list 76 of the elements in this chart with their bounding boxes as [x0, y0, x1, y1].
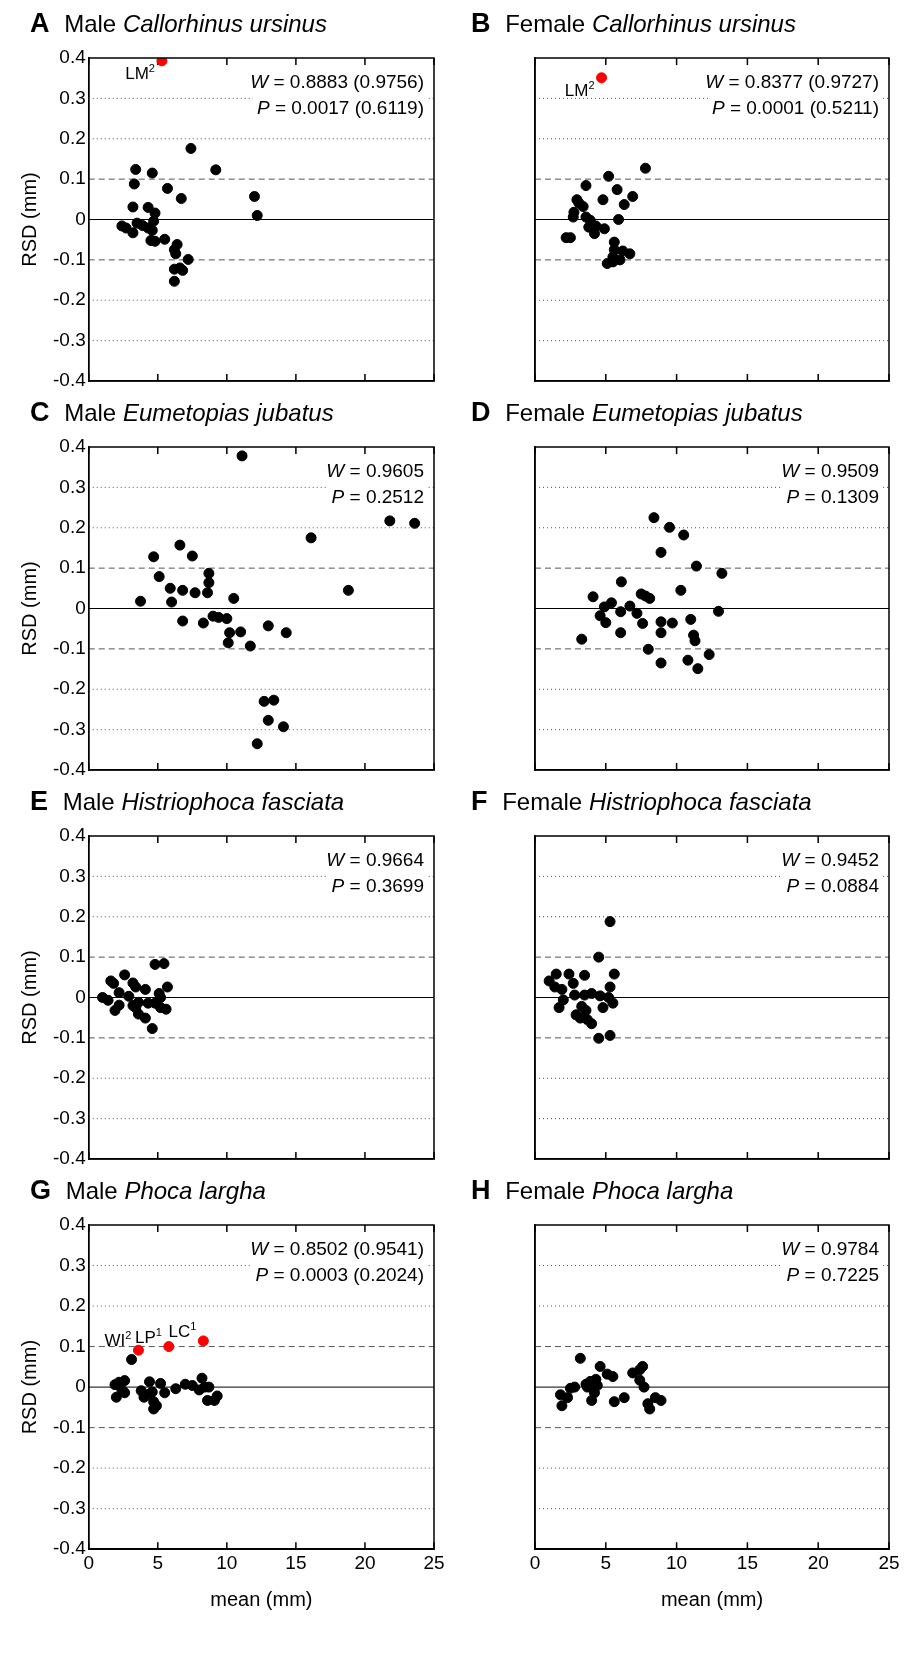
y-tick-label: 0.1: [59, 556, 86, 578]
y-tick-label: 0: [75, 1375, 86, 1397]
chart-title: G Male Phoca largha: [30, 1175, 266, 1205]
y-tick-label: -0.3: [52, 1496, 86, 1518]
y-tick-label: -0.2: [52, 1456, 86, 1478]
y-tick-label: 0: [75, 596, 86, 618]
y-tick-label: 0: [75, 985, 86, 1007]
y-tick-label: 0.2: [59, 515, 86, 537]
x-tick-label: 25: [423, 1551, 445, 1573]
annotation: W = 0.8883 (0.9756): [250, 71, 425, 92]
annotation: P = 0.0001 (0.5211): [711, 97, 879, 118]
y-tick-label: -0.1: [52, 1026, 86, 1048]
annotation: W = 0.9784: [781, 1238, 880, 1259]
annotation: P = 0.0017 (0.6119): [256, 97, 424, 118]
y-tick-label: -0.4: [52, 369, 87, 391]
x-tick-label: 15: [736, 1551, 758, 1573]
y-tick-label: 0.2: [59, 904, 86, 926]
annotation: P = 0.2512: [331, 486, 425, 507]
annotation: P = 0.0884: [786, 875, 880, 896]
y-tick-label: 0.3: [59, 86, 86, 108]
y-tick-label: -0.1: [52, 637, 86, 659]
annotation: W = 0.9452: [781, 849, 880, 870]
chart-title: A Male Callorhinus ursinus: [30, 8, 327, 38]
y-tick-label: 0.4: [59, 435, 87, 457]
annotation: P = 0.7225: [786, 1264, 880, 1285]
y-tick-label: 0.3: [59, 1253, 86, 1275]
y-tick-label: -0.2: [52, 288, 86, 310]
y-axis-title: RSD (mm): [17, 172, 40, 267]
y-tick-label: -0.2: [52, 1066, 86, 1088]
y-tick-label: 0.2: [59, 126, 86, 148]
x-tick-label: 20: [807, 1551, 829, 1573]
y-tick-label: 0.4: [59, 1213, 87, 1235]
y-tick-label: 0.2: [59, 1294, 86, 1316]
y-tick-label: -0.4: [52, 1147, 87, 1169]
y-tick-label: 0.3: [59, 864, 86, 886]
y-tick-label: 0.1: [59, 167, 86, 189]
y-axis-title: RSD (mm): [17, 950, 40, 1045]
x-tick-label: 15: [285, 1551, 307, 1573]
annotation: P = 0.3699: [331, 875, 425, 896]
x-axis-title: mean (mm): [660, 1587, 764, 1610]
x-tick-label: 0: [529, 1551, 541, 1573]
y-tick-label: -0.3: [52, 328, 86, 350]
x-tick-label: 10: [666, 1551, 688, 1573]
x-axis-title: mean (mm): [210, 1587, 313, 1610]
annotation: W = 0.8502 (0.9541): [250, 1238, 425, 1259]
x-tick-label: 10: [216, 1551, 238, 1573]
chart-title: B Female Callorhinus ursinus: [471, 8, 796, 38]
y-axis-title: RSD (mm): [17, 561, 40, 656]
chart-title: D Female Eumetopias jubatus: [471, 397, 803, 427]
x-tick-label: 25: [878, 1551, 900, 1573]
y-tick-label: -0.1: [52, 248, 86, 270]
y-tick-label: -0.2: [52, 677, 86, 699]
y-tick-label: 0: [75, 207, 86, 229]
annotation: W = 0.9664: [326, 849, 425, 870]
x-tick-label: 5: [152, 1551, 164, 1573]
x-tick-label: 5: [600, 1551, 612, 1573]
y-tick-label: -0.3: [52, 717, 86, 739]
y-tick-label: 0.1: [59, 1334, 86, 1356]
y-tick-label: -0.1: [52, 1415, 86, 1437]
annotation: P = 0.0003 (0.2024): [255, 1264, 425, 1285]
y-tick-label: 0.3: [59, 475, 86, 497]
y-tick-label: -0.4: [52, 758, 87, 780]
chart-title: F Female Histriophoca fasciata: [471, 786, 812, 816]
y-tick-label: 0.1: [59, 945, 86, 967]
chart-title: E Male Histriophoca fasciata: [30, 786, 345, 816]
annotation: W = 0.8377 (0.9727): [705, 71, 880, 92]
annotation: P = 0.1309: [786, 486, 880, 507]
annotation: W = 0.9605: [326, 460, 425, 481]
y-tick-label: 0.4: [59, 824, 87, 846]
chart-title: H Female Phoca largha: [471, 1175, 734, 1205]
y-tick-label: -0.3: [52, 1106, 86, 1128]
y-tick-label: 0.4: [59, 46, 87, 68]
chart-title: C Male Eumetopias jubatus: [30, 397, 334, 427]
y-axis-title: RSD (mm): [17, 1339, 40, 1435]
annotation: W = 0.9509: [781, 460, 880, 481]
x-tick-label: 20: [354, 1551, 376, 1573]
